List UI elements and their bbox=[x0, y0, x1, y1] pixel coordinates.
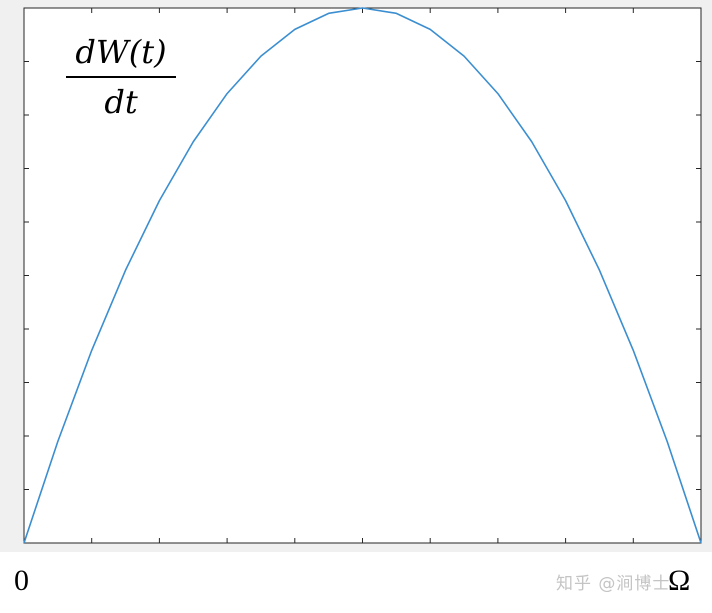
y-axis-label: dW(t) dt bbox=[66, 36, 176, 122]
chart-svg bbox=[23, 7, 702, 544]
y-label-numerator: dW(t) bbox=[75, 33, 167, 71]
x-tick-label-start: 0 bbox=[14, 564, 29, 597]
y-label-denominator: dt bbox=[104, 83, 138, 121]
series-layer bbox=[23, 7, 702, 544]
y-ticks bbox=[24, 61, 701, 490]
x-ticks bbox=[91, 8, 634, 543]
series-line-0 bbox=[23, 7, 702, 544]
watermark: 知乎 @涧博士 bbox=[556, 574, 671, 594]
fraction-bar bbox=[66, 76, 176, 78]
x-tick-label-end: Ω bbox=[668, 564, 691, 597]
axes-box bbox=[23, 7, 702, 544]
